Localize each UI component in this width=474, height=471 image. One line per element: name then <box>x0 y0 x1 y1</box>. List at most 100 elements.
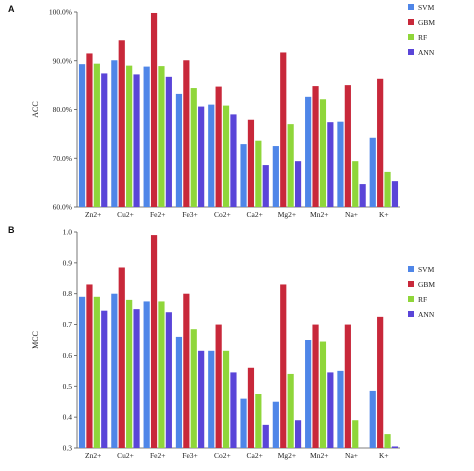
bar-gbm-co2plus <box>215 86 222 207</box>
x-tick-label: K+ <box>379 451 389 460</box>
y-tick-label: 90.0% <box>53 56 72 65</box>
bar-ann-ca2plus <box>262 424 269 448</box>
bar-svm-ca2plus <box>240 398 247 448</box>
bar-gbm-kplus <box>377 78 384 207</box>
y-tick-label: 0.5 <box>63 382 73 391</box>
bar-svm-ca2plus <box>240 144 247 207</box>
bar-gbm-naplus <box>344 324 351 448</box>
x-tick-label: Ca2+ <box>246 451 262 460</box>
x-tick-label: Zn2+ <box>85 210 101 219</box>
y-tick-label: 0.9 <box>63 258 73 267</box>
x-tick-label: Mn2+ <box>310 451 328 460</box>
bar-ann-ca2plus <box>262 165 269 207</box>
bar-rf-zn2plus <box>93 296 100 448</box>
bar-ann-mn2plus <box>327 122 334 207</box>
x-tick-label: Mn2+ <box>310 210 328 219</box>
bar-ann-zn2plus <box>101 73 108 207</box>
x-tick-label: Na+ <box>345 210 358 219</box>
bar-gbm-mg2plus <box>280 52 287 208</box>
bar-ann-kplus <box>391 446 399 448</box>
bar-rf-co2plus <box>222 350 230 448</box>
legend-swatch <box>408 49 414 55</box>
bar-rf-fe2plus <box>158 301 165 448</box>
legend-label: ANN <box>418 48 435 57</box>
legend-label: GBM <box>418 280 435 289</box>
y-axis-title: ACC <box>31 101 40 117</box>
bar-gbm-co2plus <box>215 324 222 448</box>
bar-gbm-fe2plus <box>150 12 158 208</box>
bar-gbm-cu2plus <box>118 40 125 207</box>
bar-svm-co2plus <box>208 104 215 208</box>
bar-gbm-ca2plus <box>247 367 255 448</box>
bar-rf-ca2plus <box>255 394 262 448</box>
bar-gbm-fe3plus <box>183 60 190 208</box>
bar-svm-kplus <box>369 137 376 207</box>
y-tick-label: 0.4 <box>63 413 73 422</box>
y-tick-label: 60.0% <box>53 203 72 212</box>
legend-swatch <box>408 311 414 317</box>
bar-svm-cu2plus <box>111 293 118 448</box>
bar-svm-kplus <box>369 390 376 448</box>
y-tick-label: 0.3 <box>63 444 73 453</box>
bar-ann-mn2plus <box>327 372 334 448</box>
bar-gbm-fe2plus <box>150 235 158 448</box>
x-tick-label: Cu2+ <box>117 210 134 219</box>
y-tick-label: 0.7 <box>63 320 73 329</box>
x-tick-label: Fe3+ <box>182 451 197 460</box>
bar-rf-fe3plus <box>190 329 197 448</box>
y-tick-label: 0.6 <box>63 351 73 360</box>
x-tick-label: Fe2+ <box>150 451 165 460</box>
x-tick-label: Cu2+ <box>117 451 134 460</box>
bar-svm-naplus <box>337 121 344 207</box>
bar-rf-co2plus <box>222 105 230 207</box>
chart-panel-b: B MCC 0.3 0.4 0.5 0.6 0.7 0.8 0.9 1.0 Zn2+ Cu2+ Fe… <box>8 225 435 460</box>
bar-rf-fe3plus <box>190 88 197 207</box>
bar-rf-mn2plus <box>319 341 327 448</box>
legend-swatch <box>408 34 414 40</box>
bar-svm-mn2plus <box>305 340 312 448</box>
x-tick-label: Mg2+ <box>278 210 296 219</box>
legend-label: SVM <box>418 265 435 274</box>
x-tick-label: Zn2+ <box>85 451 101 460</box>
chart-panel-a: A ACC 60.0% 70.0% 80.0% 90.0% 100.0% Zn2+ Cu2+… <box>8 3 435 219</box>
bar-ann-mg2plus <box>294 161 302 207</box>
bar-svm-mn2plus <box>305 96 312 207</box>
bar-rf-mg2plus <box>287 373 294 448</box>
x-tick-label: Co2+ <box>214 451 231 460</box>
y-tick-label: 70.0% <box>53 154 72 163</box>
bar-ann-zn2plus <box>101 310 108 448</box>
x-tick-label: Fe2+ <box>150 210 165 219</box>
bar-ann-fe2plus <box>165 76 172 207</box>
bar-svm-co2plus <box>208 350 215 448</box>
bar-ann-kplus <box>391 181 399 207</box>
bar-rf-mg2plus <box>287 124 294 208</box>
y-axis-title: MCC <box>31 331 40 349</box>
legend-swatch <box>408 281 414 287</box>
x-tick-label: K+ <box>379 210 389 219</box>
bar-ann-cu2plus <box>133 74 140 208</box>
x-tick-label: Ca2+ <box>246 210 262 219</box>
y-tick-label: 0.8 <box>63 289 73 298</box>
bar-gbm-zn2plus <box>86 284 93 448</box>
x-tick-label: Na+ <box>345 451 358 460</box>
y-tick-label: 100.0% <box>49 8 72 17</box>
bar-rf-cu2plus <box>126 65 133 208</box>
bar-rf-naplus <box>352 161 359 207</box>
bar-svm-mg2plus <box>272 146 279 207</box>
legend-swatch <box>408 266 414 272</box>
y-tick-label: 80.0% <box>53 105 72 114</box>
bar-ann-mg2plus <box>294 420 302 448</box>
bar-svm-fe2plus <box>143 301 150 448</box>
y-tick-label: 1.0 <box>63 228 73 237</box>
bar-gbm-cu2plus <box>118 267 125 448</box>
legend-label: ANN <box>418 310 435 319</box>
bar-rf-naplus <box>352 420 359 448</box>
panel-letter: A <box>8 4 15 14</box>
bar-svm-zn2plus <box>78 64 86 207</box>
bar-gbm-ca2plus <box>247 119 255 207</box>
bar-ann-co2plus <box>230 372 237 448</box>
legend-label: GBM <box>418 18 435 27</box>
legend-label: RF <box>418 33 427 42</box>
bar-svm-fe3plus <box>175 93 183 207</box>
